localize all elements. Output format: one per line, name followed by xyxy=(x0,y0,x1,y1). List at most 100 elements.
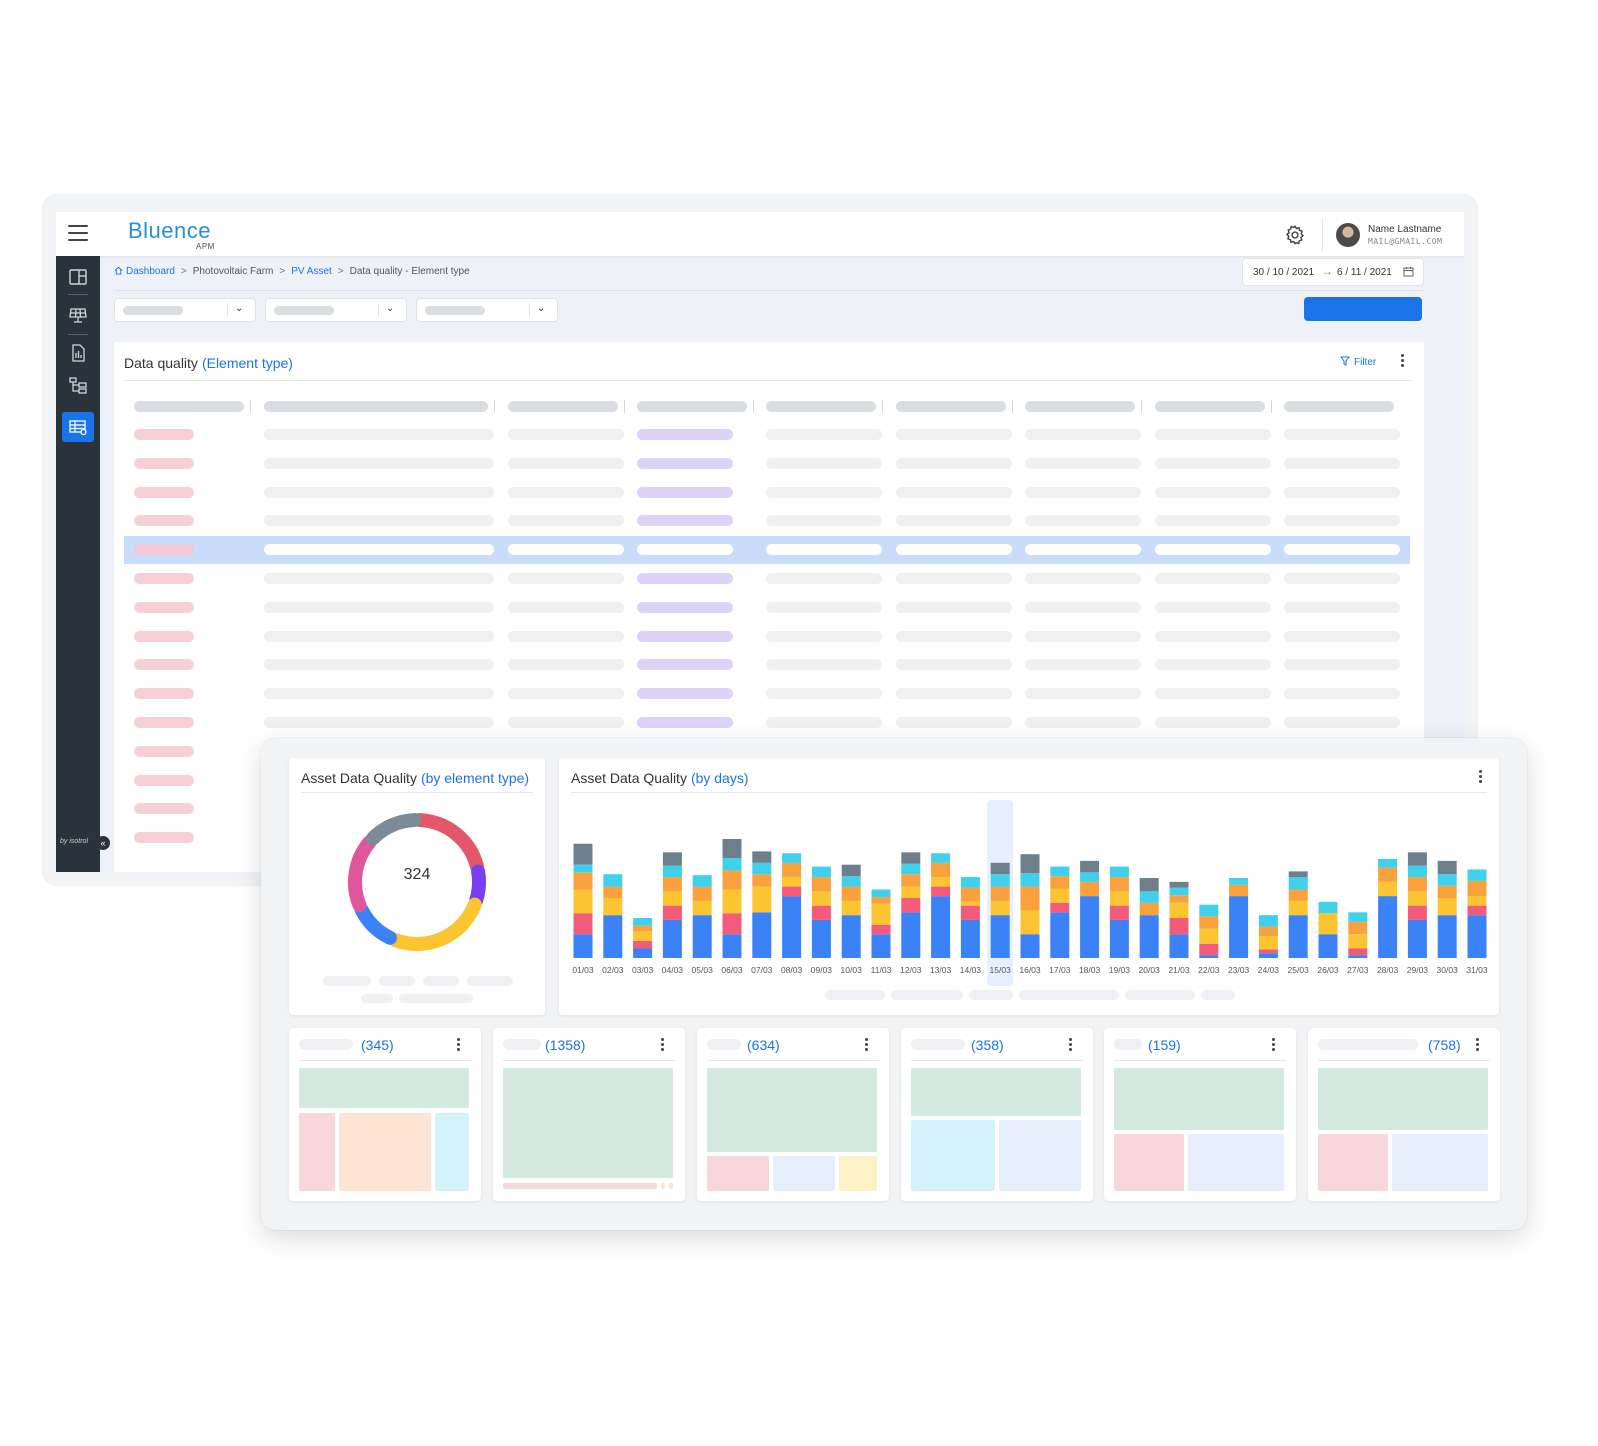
more-options-icon[interactable] xyxy=(455,1038,461,1054)
sidebar-divider xyxy=(68,294,88,295)
breadcrumb-item-dashboard[interactable]: Dashboard xyxy=(126,266,175,277)
bar-segment xyxy=(1348,955,1368,958)
column-header xyxy=(264,401,488,412)
collapse-sidebar-icon[interactable]: « xyxy=(96,836,110,850)
bar-25/03[interactable] xyxy=(1288,871,1308,958)
more-options-icon[interactable] xyxy=(1399,354,1405,370)
content-placeholder xyxy=(911,1120,995,1191)
bar-20/03[interactable] xyxy=(1139,878,1159,958)
bar-23/03[interactable] xyxy=(1229,878,1249,958)
user-name[interactable]: Name Lastname xyxy=(1368,224,1442,235)
bar-segment xyxy=(1288,877,1308,890)
x-tick-label: 01/03 xyxy=(572,965,594,975)
table-cell-placeholder xyxy=(1284,659,1400,671)
bar-09/03[interactable] xyxy=(811,866,831,958)
table-cell-placeholder xyxy=(264,630,494,642)
bar-30/03[interactable] xyxy=(1437,860,1457,958)
more-options-icon[interactable] xyxy=(1067,1038,1073,1054)
table-cell-placeholder xyxy=(134,774,194,786)
menu-icon[interactable] xyxy=(68,225,88,243)
filter-dropdown-1[interactable]: ⌄ xyxy=(114,298,256,322)
mini-card: (358) xyxy=(901,1028,1093,1201)
bar-segment xyxy=(811,877,831,892)
bar-segment xyxy=(1407,852,1427,866)
app-logo[interactable]: Bluence xyxy=(128,218,212,243)
bar-24/03[interactable] xyxy=(1258,915,1278,958)
bar-21/03[interactable] xyxy=(1169,881,1189,958)
donut-segment xyxy=(412,813,484,874)
table-cell-placeholder xyxy=(637,429,733,440)
date-range-picker[interactable]: 30 / 10 / 2021 → 6 / 11 / 2021 xyxy=(1242,258,1424,286)
primary-action-button[interactable] xyxy=(1304,297,1422,321)
bar-segment xyxy=(752,851,772,863)
column-separator xyxy=(882,400,883,413)
bar-28/03[interactable] xyxy=(1378,858,1398,958)
avatar[interactable] xyxy=(1336,223,1360,247)
bar-12/03[interactable] xyxy=(901,852,921,958)
more-options-icon[interactable] xyxy=(1477,770,1483,786)
bar-segment xyxy=(811,919,831,958)
bar-segment xyxy=(573,872,593,890)
bar-17/03[interactable] xyxy=(1050,866,1070,958)
breadcrumb-item-photovoltaic-farm[interactable]: Photovoltaic Farm xyxy=(192,266,274,277)
chevron-down-icon[interactable]: ⌄ xyxy=(386,303,395,314)
table-list-icon[interactable] xyxy=(68,418,88,436)
sidebar-item-active[interactable] xyxy=(62,412,94,442)
bar-07/03[interactable] xyxy=(752,851,772,958)
filter-dropdown-3[interactable]: ⌄ xyxy=(416,298,558,322)
calendar-icon[interactable] xyxy=(1403,266,1414,277)
x-tick-label: 20/03 xyxy=(1139,965,1161,975)
bar-01/03[interactable] xyxy=(573,843,593,958)
bar-22/03[interactable] xyxy=(1199,904,1219,958)
bar-segment xyxy=(1109,919,1129,958)
filter-button[interactable]: Filter xyxy=(1340,356,1376,368)
bar-19/03[interactable] xyxy=(1109,866,1129,958)
bar-segment xyxy=(1407,877,1427,892)
chevron-down-icon[interactable]: ⌄ xyxy=(235,303,244,314)
x-tick-label: 29/03 xyxy=(1407,965,1429,975)
chevron-down-icon[interactable]: ⌄ xyxy=(537,303,546,314)
bar-06/03[interactable] xyxy=(722,839,742,958)
content-placeholder xyxy=(1114,1068,1284,1130)
date-to[interactable]: 6 / 11 / 2021 xyxy=(1337,267,1392,278)
bar-05/03[interactable] xyxy=(692,875,712,958)
bar-31/03[interactable] xyxy=(1467,869,1487,958)
table-cell-placeholder xyxy=(1284,486,1400,498)
hierarchy-icon[interactable] xyxy=(68,376,88,394)
more-options-icon[interactable] xyxy=(1474,1038,1480,1054)
gear-icon[interactable] xyxy=(1284,224,1306,246)
bar-26/03[interactable] xyxy=(1318,901,1338,958)
bar-11/03[interactable] xyxy=(871,889,891,958)
bar-13/03[interactable] xyxy=(931,853,951,958)
bar-08/03[interactable] xyxy=(782,853,802,958)
breadcrumb-item-pv-asset[interactable]: PV Asset xyxy=(291,266,332,277)
layout-icon[interactable] xyxy=(68,268,88,286)
bar-02/03[interactable] xyxy=(603,874,623,958)
bar-14/03[interactable] xyxy=(960,877,980,958)
bar-segment xyxy=(1109,905,1129,920)
bar-18/03[interactable] xyxy=(1080,860,1100,958)
bar-04/03[interactable] xyxy=(662,852,682,958)
bar-segment xyxy=(722,870,742,890)
document-icon[interactable] xyxy=(68,344,88,362)
content-placeholder xyxy=(435,1113,469,1191)
more-options-icon[interactable] xyxy=(659,1038,665,1054)
bar-15/03[interactable] xyxy=(990,862,1010,958)
table-cell-placeholder xyxy=(896,486,1012,498)
bar-segment xyxy=(1378,867,1398,882)
bar-29/03[interactable] xyxy=(1407,852,1427,958)
bar-segment xyxy=(722,839,742,859)
x-tick-label: 16/03 xyxy=(1019,965,1041,975)
more-options-icon[interactable] xyxy=(1270,1038,1276,1054)
filter-dropdown-2[interactable]: ⌄ xyxy=(265,298,407,322)
bar-27/03[interactable] xyxy=(1348,912,1368,958)
solar-panel-icon[interactable] xyxy=(68,306,88,324)
bar-03/03[interactable] xyxy=(633,918,653,958)
bar-16/03[interactable] xyxy=(1020,854,1040,958)
date-from[interactable]: 30 / 10 / 2021 xyxy=(1253,267,1315,278)
table-cell-placeholder xyxy=(896,515,1012,527)
bar-10/03[interactable] xyxy=(841,864,861,958)
table-cell-placeholder xyxy=(766,457,882,469)
filter-label[interactable]: Filter xyxy=(1354,357,1377,368)
more-options-icon[interactable] xyxy=(863,1038,869,1054)
